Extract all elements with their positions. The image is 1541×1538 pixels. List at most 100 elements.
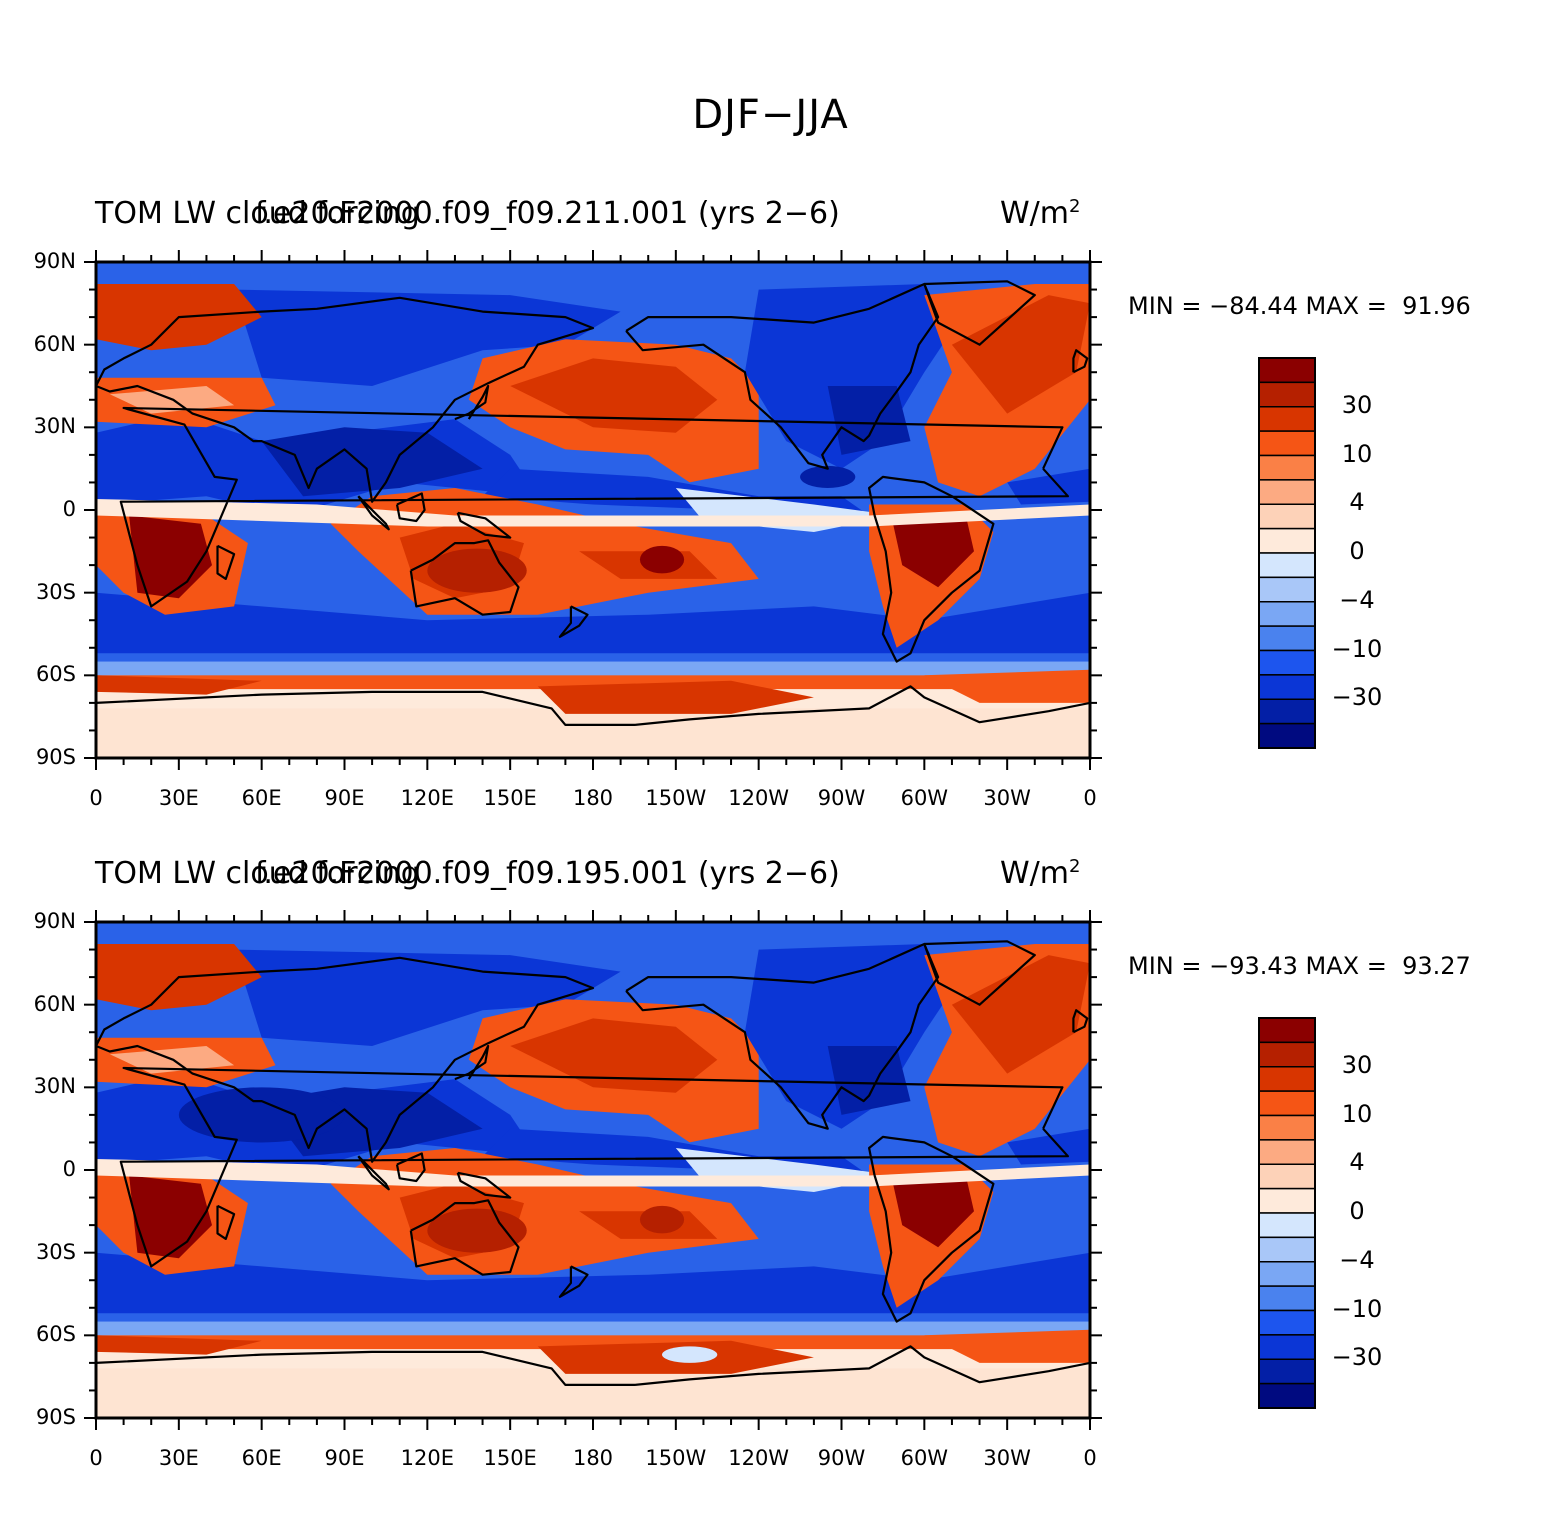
colorbar-swatch <box>1258 1017 1316 1044</box>
lat-tick-label: 30N <box>33 414 76 439</box>
colorbar-swatch <box>1258 479 1316 505</box>
colorbar <box>1258 1017 1316 1409</box>
coastline <box>119 1066 1069 1268</box>
colorbar-swatch <box>1258 381 1316 408</box>
colorbar-swatch <box>1258 1139 1316 1165</box>
lon-tick-label: 0 <box>89 786 103 810</box>
field-band <box>96 262 1090 282</box>
colorbar-swatch <box>1258 1090 1316 1117</box>
field-region <box>924 669 1090 703</box>
field-region <box>639 1205 685 1234</box>
field-region <box>96 1335 262 1355</box>
coastlines <box>96 940 1090 1386</box>
lon-tick-label: 90E <box>324 786 365 810</box>
map-plot <box>84 250 1316 770</box>
coastline <box>454 384 490 421</box>
field-region <box>96 499 1090 527</box>
field-band <box>96 708 1090 758</box>
colorbar-swatch <box>1258 357 1316 384</box>
lat-tick-label: 60N <box>33 991 76 1016</box>
lon-tick-label: 150W <box>645 1446 707 1470</box>
field-region <box>891 515 974 588</box>
coastline <box>456 1171 512 1199</box>
colorbar-label: 30 <box>1341 1050 1373 1079</box>
coastline <box>395 492 426 523</box>
lon-tick-label: 0 <box>89 1446 103 1470</box>
colorbar-label: −10 <box>1331 634 1383 663</box>
lat-tick-label: 60S <box>35 662 76 687</box>
field-region <box>129 1175 212 1259</box>
map-axes <box>84 250 1102 770</box>
colorbar-label: 4 <box>1349 1148 1365 1177</box>
panel-variable-title: TOM LW cloud forcing <box>95 196 420 231</box>
coastline <box>456 511 512 539</box>
colorbar-swatch <box>1258 527 1316 554</box>
field-band <box>96 1368 1090 1418</box>
lat-tick-label: 0 <box>62 497 76 521</box>
coastline <box>1072 349 1089 374</box>
colorbar-label: −4 <box>1339 1245 1375 1274</box>
coastline <box>216 544 236 580</box>
lon-tick-label: 60W <box>900 1446 949 1470</box>
field-region <box>800 465 856 488</box>
coastline <box>96 685 1090 726</box>
lon-tick-label: 150E <box>483 1446 537 1470</box>
field-region <box>951 955 1090 1074</box>
field-region <box>178 1087 345 1143</box>
map-panel-1: TOM LW cloud forcing f.e20.F2000.f09_f09… <box>0 0 1541 810</box>
colorbar-label: −30 <box>1331 683 1383 712</box>
colorbar-label: 0 <box>1349 537 1365 565</box>
field-region <box>827 1046 911 1115</box>
lon-tick-label: 180 <box>572 1446 614 1470</box>
field-region <box>639 545 685 574</box>
coastline <box>409 1199 520 1276</box>
colorbar-swatch <box>1258 1285 1316 1312</box>
field-region <box>261 427 483 497</box>
coastline <box>395 1152 426 1183</box>
coastline <box>96 1345 1090 1386</box>
colorbar-swatch <box>1258 430 1316 457</box>
lon-tick-label: 60W <box>900 786 949 810</box>
field-region <box>827 386 911 455</box>
colorbar-frame <box>1258 357 1316 749</box>
colorbar-label: −10 <box>1331 1294 1383 1323</box>
lat-tick-label: 30N <box>33 1074 76 1099</box>
colorbar-swatch <box>1258 1309 1316 1336</box>
panel-case-title: f.e20.F2000.f09_f09.195.001 (yrs 2−6) <box>255 856 840 891</box>
field-region <box>96 592 1090 654</box>
lon-tick-label: 30W <box>983 786 1031 810</box>
map-plot <box>84 910 1316 1430</box>
colorbar-label: 10 <box>1341 439 1373 468</box>
field-region <box>96 675 262 695</box>
lon-tick-label: 90E <box>324 1446 365 1470</box>
field-region <box>427 548 527 593</box>
colorbar-swatch <box>1258 552 1316 579</box>
map-panel-2: TOM LW cloud forcing f.e20.F2000.f09_f09… <box>0 660 1541 1470</box>
coastline <box>868 1135 995 1323</box>
lat-tick-label: 30S <box>35 1239 76 1264</box>
coastline <box>625 942 940 1130</box>
colorbar-label: −30 <box>1331 1343 1383 1372</box>
colorbar <box>1258 357 1316 749</box>
panel-units: W/m2 <box>1000 196 1081 231</box>
colorbar-label: 0 <box>1349 1197 1365 1225</box>
field-region <box>891 1175 974 1248</box>
colorbar-swatch <box>1258 1114 1316 1141</box>
colorbar-swatch <box>1258 1163 1316 1190</box>
lon-tick-label: 0 <box>1083 1446 1097 1470</box>
lon-tick-label: 150W <box>645 786 707 810</box>
coastline <box>454 1044 490 1081</box>
colorbar-swatch <box>1258 503 1316 530</box>
field-region <box>924 1329 1090 1363</box>
colorbar-swatch <box>1258 1212 1316 1239</box>
contour-field <box>96 922 1090 1418</box>
lon-tick-label: 90W <box>817 786 866 810</box>
coastline <box>1072 1009 1089 1034</box>
panel-units: W/m2 <box>1000 856 1081 891</box>
colorbar-swatch <box>1258 1382 1316 1409</box>
lat-tick-label: 90N <box>33 909 76 933</box>
coastline <box>216 1204 236 1240</box>
coastline <box>357 1155 390 1191</box>
field-region <box>662 1346 718 1363</box>
lat-tick-label: 90S <box>35 1405 76 1429</box>
